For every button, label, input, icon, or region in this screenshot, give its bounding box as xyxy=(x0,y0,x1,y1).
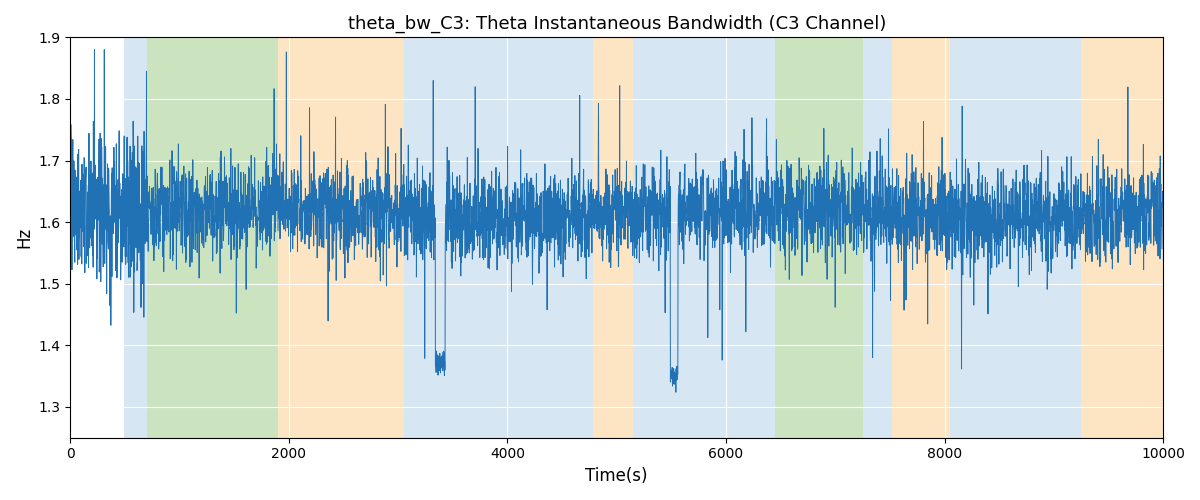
Bar xyxy=(892,38,950,438)
Bar xyxy=(863,38,892,438)
Bar xyxy=(278,38,403,438)
Bar xyxy=(775,38,863,438)
Bar xyxy=(748,38,775,438)
Bar xyxy=(124,38,146,438)
Bar xyxy=(634,38,748,438)
Title: theta_bw_C3: Theta Instantaneous Bandwidth (C3 Channel): theta_bw_C3: Theta Instantaneous Bandwid… xyxy=(348,15,886,34)
Bar xyxy=(1081,38,1163,438)
Bar xyxy=(146,38,278,438)
X-axis label: Time(s): Time(s) xyxy=(586,467,648,485)
Bar xyxy=(593,38,634,438)
Bar xyxy=(403,38,438,438)
Bar xyxy=(438,38,593,438)
Y-axis label: Hz: Hz xyxy=(14,227,32,248)
Bar xyxy=(950,38,1081,438)
